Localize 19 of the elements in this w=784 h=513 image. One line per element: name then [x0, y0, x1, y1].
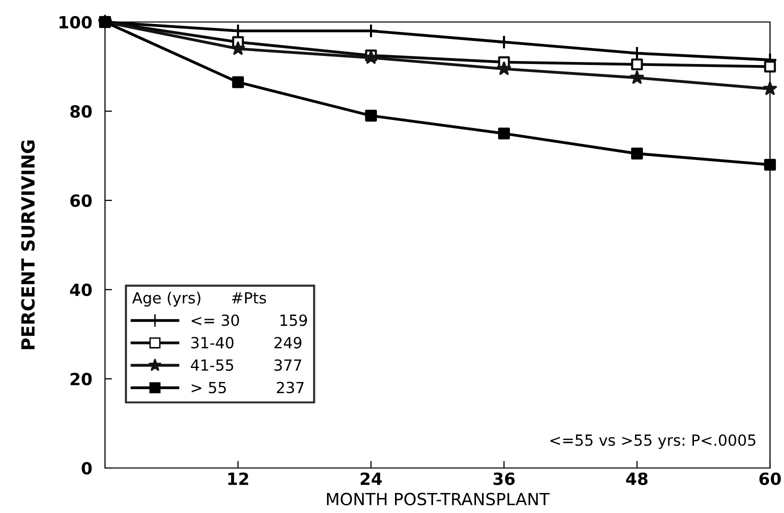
- y-tick-label: 80: [70, 105, 92, 118]
- legend-label: > 55 237: [192, 382, 304, 394]
- x-tick-label: 12: [228, 472, 248, 485]
- x-tick-label: 60: [759, 472, 781, 486]
- y-tick-label: 60: [70, 194, 92, 207]
- y-tick-label: 20: [70, 372, 92, 386]
- y-tick-label: 100: [60, 16, 92, 29]
- legend-label: <= 30 159: [192, 314, 307, 326]
- legend-label: 41-55 377: [190, 359, 302, 371]
- y-axis-title: PERCENT SURVIVING: [21, 140, 35, 350]
- x-tick-label: 24: [360, 472, 382, 485]
- legend-title: Age (yrs) #Pts: [132, 292, 266, 307]
- annotation: <=55 vs >55 yrs: P<.0005: [550, 434, 756, 449]
- x-tick-label: 36: [494, 472, 515, 486]
- y-tick-label: 0: [82, 462, 92, 475]
- x-axis-title: MONTH POST-TRANSPLANT: [327, 492, 550, 506]
- x-tick-label: 48: [626, 472, 648, 486]
- y-tick-label: 40: [70, 284, 92, 296]
- legend-label: 31-40 249: [191, 336, 302, 348]
